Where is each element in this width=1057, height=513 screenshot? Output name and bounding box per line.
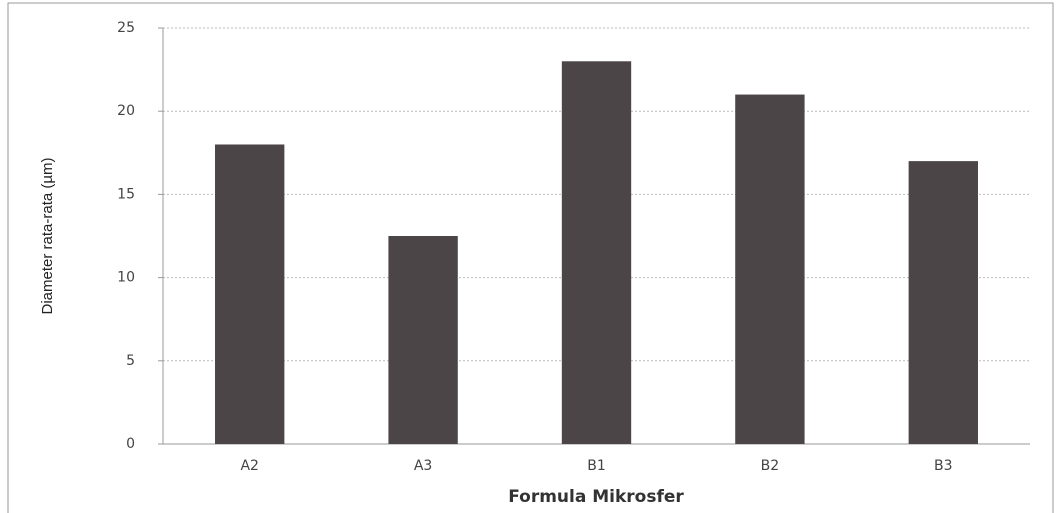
- x-axis-label: Formula Mikrosfer: [508, 487, 684, 507]
- x-tick-label: A3: [414, 458, 432, 474]
- y-tick-label: 20: [117, 103, 135, 119]
- x-tick-label: B2: [761, 458, 780, 474]
- x-tick-label: A2: [240, 458, 258, 474]
- y-axis-label: Diameter rata-rata (µm): [39, 157, 56, 314]
- bar: [735, 94, 805, 444]
- y-tick-label: 5: [126, 353, 135, 369]
- y-tick-label: 25: [117, 20, 135, 36]
- chart-border: [7, 2, 1054, 513]
- x-tick-label: B3: [934, 458, 953, 474]
- y-tick-label: 0: [126, 436, 135, 452]
- y-tick-label: 10: [117, 270, 135, 286]
- y-tick-label: 15: [117, 186, 135, 202]
- x-tick-label: B1: [587, 458, 606, 474]
- bar: [215, 144, 285, 445]
- bar: [388, 236, 458, 444]
- bar: [908, 161, 978, 444]
- bar: [561, 61, 632, 444]
